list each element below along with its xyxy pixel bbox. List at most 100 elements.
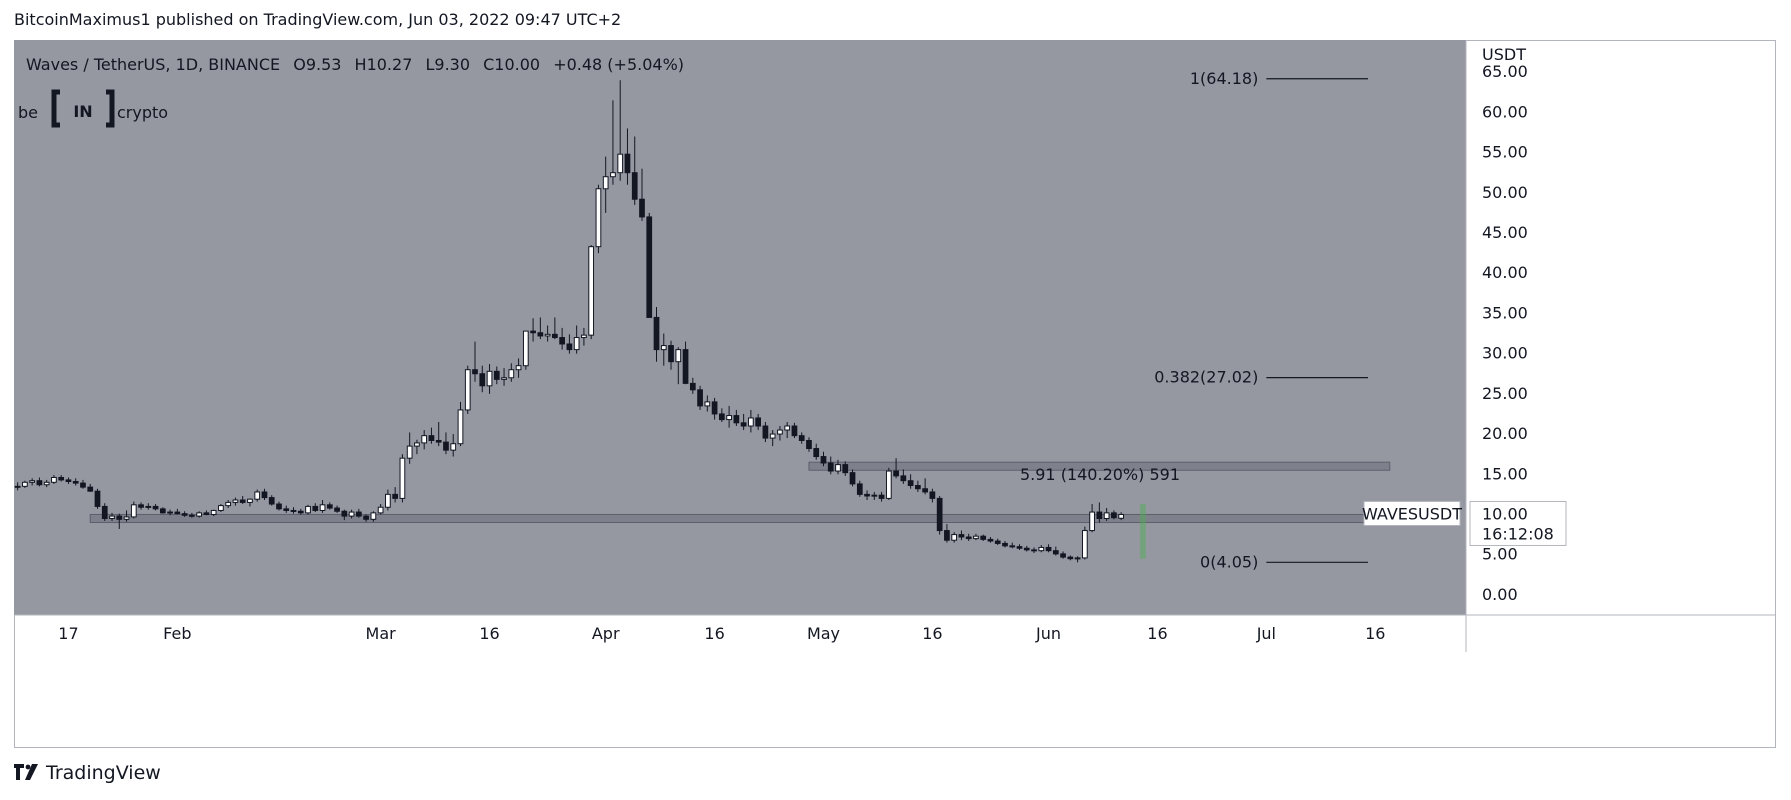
candle[interactable] bbox=[1016, 544, 1023, 550]
candle[interactable] bbox=[428, 427, 435, 444]
candle[interactable] bbox=[653, 306, 660, 362]
candle[interactable] bbox=[951, 532, 958, 543]
plot-area[interactable]: 5.91 (140.20%) 591 1(64.18) 0.382(27.02) 0(… bbox=[14, 40, 1466, 615]
candle[interactable] bbox=[835, 459, 841, 475]
candle[interactable] bbox=[777, 426, 783, 441]
candle[interactable] bbox=[1081, 526, 1088, 560]
candle[interactable] bbox=[501, 368, 507, 386]
candle[interactable] bbox=[864, 490, 870, 500]
candle[interactable] bbox=[247, 498, 253, 507]
candle[interactable] bbox=[385, 489, 391, 511]
candle[interactable] bbox=[987, 536, 994, 543]
candle[interactable] bbox=[72, 478, 79, 486]
candle[interactable] bbox=[617, 80, 624, 181]
candle[interactable] bbox=[101, 503, 108, 521]
candle[interactable] bbox=[43, 479, 50, 488]
candle[interactable] bbox=[1089, 504, 1095, 533]
candle[interactable] bbox=[138, 502, 144, 510]
candle[interactable] bbox=[493, 366, 500, 385]
candle[interactable] bbox=[1060, 551, 1066, 559]
candle[interactable] bbox=[1023, 545, 1030, 552]
candle[interactable] bbox=[261, 488, 268, 500]
candle[interactable] bbox=[341, 509, 348, 521]
candle[interactable] bbox=[1031, 547, 1037, 554]
candle[interactable] bbox=[218, 504, 224, 513]
candle[interactable] bbox=[29, 478, 36, 486]
candle[interactable] bbox=[276, 501, 282, 511]
candle[interactable] bbox=[479, 365, 486, 393]
candle[interactable] bbox=[994, 538, 1001, 546]
candle[interactable] bbox=[704, 395, 711, 412]
candle[interactable] bbox=[885, 467, 892, 500]
candle[interactable] bbox=[769, 430, 776, 447]
candle[interactable] bbox=[784, 421, 791, 439]
candle[interactable] bbox=[791, 422, 798, 439]
candle[interactable] bbox=[965, 533, 972, 542]
candle[interactable] bbox=[646, 212, 653, 318]
candle[interactable] bbox=[1074, 556, 1081, 563]
candle[interactable] bbox=[522, 330, 529, 370]
plot-background[interactable] bbox=[14, 40, 1466, 615]
candle[interactable] bbox=[370, 511, 377, 522]
candle[interactable] bbox=[283, 505, 290, 513]
candle[interactable] bbox=[109, 512, 115, 521]
candle[interactable] bbox=[624, 128, 631, 185]
candle[interactable] bbox=[915, 480, 921, 492]
candle[interactable] bbox=[399, 454, 406, 503]
candle[interactable] bbox=[602, 156, 609, 213]
candle[interactable] bbox=[392, 487, 399, 503]
candle[interactable] bbox=[726, 405, 732, 428]
candle[interactable] bbox=[1067, 555, 1074, 561]
candle[interactable] bbox=[464, 365, 471, 414]
candle[interactable] bbox=[486, 364, 493, 394]
candle[interactable] bbox=[537, 317, 544, 340]
candle[interactable] bbox=[711, 397, 718, 420]
candle[interactable] bbox=[559, 327, 565, 350]
candle[interactable] bbox=[871, 491, 878, 500]
candle[interactable] bbox=[588, 245, 595, 340]
candlestick-chart[interactable]: 5.91 (140.20%) 591 1(64.18) 0.382(27.02) 0(… bbox=[0, 0, 1791, 760]
candle[interactable] bbox=[1038, 545, 1045, 553]
candle[interactable] bbox=[159, 507, 166, 514]
candle[interactable] bbox=[827, 456, 834, 475]
candle[interactable] bbox=[196, 511, 202, 518]
candle[interactable] bbox=[813, 443, 820, 460]
candle[interactable] bbox=[377, 504, 384, 515]
candle[interactable] bbox=[733, 409, 740, 427]
candle[interactable] bbox=[22, 480, 28, 488]
candle[interactable] bbox=[36, 477, 43, 487]
candle[interactable] bbox=[326, 502, 333, 510]
candle[interactable] bbox=[718, 408, 725, 422]
candle[interactable] bbox=[305, 504, 311, 515]
candle[interactable] bbox=[1103, 508, 1110, 521]
candle[interactable] bbox=[689, 377, 696, 394]
candle[interactable] bbox=[443, 432, 449, 455]
candle[interactable] bbox=[145, 503, 152, 510]
candle[interactable] bbox=[675, 347, 682, 385]
candle[interactable] bbox=[210, 509, 217, 517]
candle[interactable] bbox=[668, 340, 674, 370]
candle[interactable] bbox=[319, 500, 326, 513]
candle[interactable] bbox=[806, 437, 812, 452]
candle[interactable] bbox=[631, 136, 638, 205]
candle[interactable] bbox=[566, 334, 573, 354]
candle[interactable] bbox=[80, 479, 86, 489]
candle[interactable] bbox=[1118, 512, 1125, 521]
candle[interactable] bbox=[508, 363, 515, 382]
candle[interactable] bbox=[363, 514, 369, 522]
candle[interactable] bbox=[1045, 544, 1052, 553]
candle[interactable] bbox=[435, 421, 442, 447]
candle[interactable] bbox=[929, 488, 936, 503]
candle[interactable] bbox=[1052, 546, 1059, 556]
candle[interactable] bbox=[181, 511, 188, 517]
candle[interactable] bbox=[798, 432, 805, 444]
candle[interactable] bbox=[232, 497, 239, 506]
candle[interactable] bbox=[450, 434, 457, 457]
candle[interactable] bbox=[639, 168, 645, 221]
candle[interactable] bbox=[900, 469, 907, 484]
candle[interactable] bbox=[225, 500, 232, 509]
candle[interactable] bbox=[297, 508, 304, 515]
candle[interactable] bbox=[203, 510, 210, 516]
candle[interactable] bbox=[1002, 541, 1008, 548]
candle[interactable] bbox=[820, 451, 827, 467]
